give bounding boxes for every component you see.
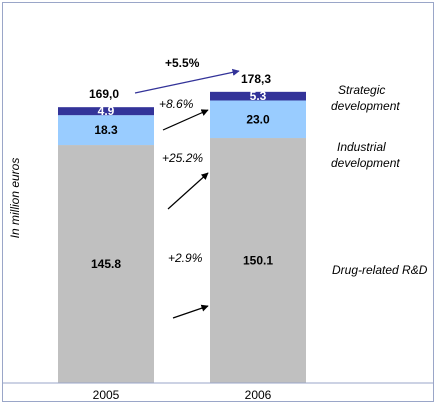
growth-arrow-strategic — [162, 109, 209, 131]
total-growth-label: +5.5% — [165, 56, 200, 70]
y-axis-label: In million euros — [8, 158, 22, 239]
value-label-industrial-2005: 18.3 — [94, 123, 118, 137]
growth-label-industrial: +25.2% — [162, 151, 203, 165]
x-tick-2005: 2005 — [93, 388, 120, 401]
legend-drug: Drug-related R&D — [332, 263, 428, 277]
total-label-2006: 178,3 — [241, 72, 271, 86]
value-label-industrial-2006: 23.0 — [246, 112, 270, 126]
chart-frame: 145.8 18.3 4.9 169,0 2005 150.1 23.0 5.3 178,3 20… — [2, 2, 434, 402]
value-label-drug-2006: 150.1 — [243, 254, 273, 268]
total-label-2005: 169,0 — [89, 87, 119, 101]
x-tick-2006: 2006 — [245, 388, 272, 401]
legend-industrial-line2: development — [331, 156, 400, 170]
legend-strategic-line1: Strategic — [338, 83, 385, 97]
bar-drug-2005 — [58, 145, 154, 383]
growth-label-drug: +2.9% — [168, 251, 203, 265]
bar-industrial-2006 — [210, 100, 306, 139]
growth-arrow-drug — [172, 304, 209, 319]
bar-industrial-2005 — [58, 115, 154, 146]
legend-strategic-line2: development — [331, 99, 400, 113]
bar-strategic-2005 — [58, 107, 154, 116]
value-label-strategic-2006: 5.3 — [250, 89, 267, 103]
growth-arrow-industrial — [167, 172, 209, 210]
bar-drug-2006 — [210, 138, 306, 383]
growth-label-strategic: +8.6% — [159, 97, 194, 111]
legend-industrial-line1: Industrial — [337, 140, 386, 154]
value-label-strategic-2005: 4.9 — [98, 104, 115, 118]
bar-strategic-2006 — [210, 91, 306, 101]
stacked-bar-chart: 145.8 18.3 4.9 169,0 2005 150.1 23.0 5.3 178,3 20… — [3, 56, 433, 401]
value-label-drug-2005: 145.8 — [91, 257, 121, 271]
total-growth-arrow — [134, 68, 240, 94]
